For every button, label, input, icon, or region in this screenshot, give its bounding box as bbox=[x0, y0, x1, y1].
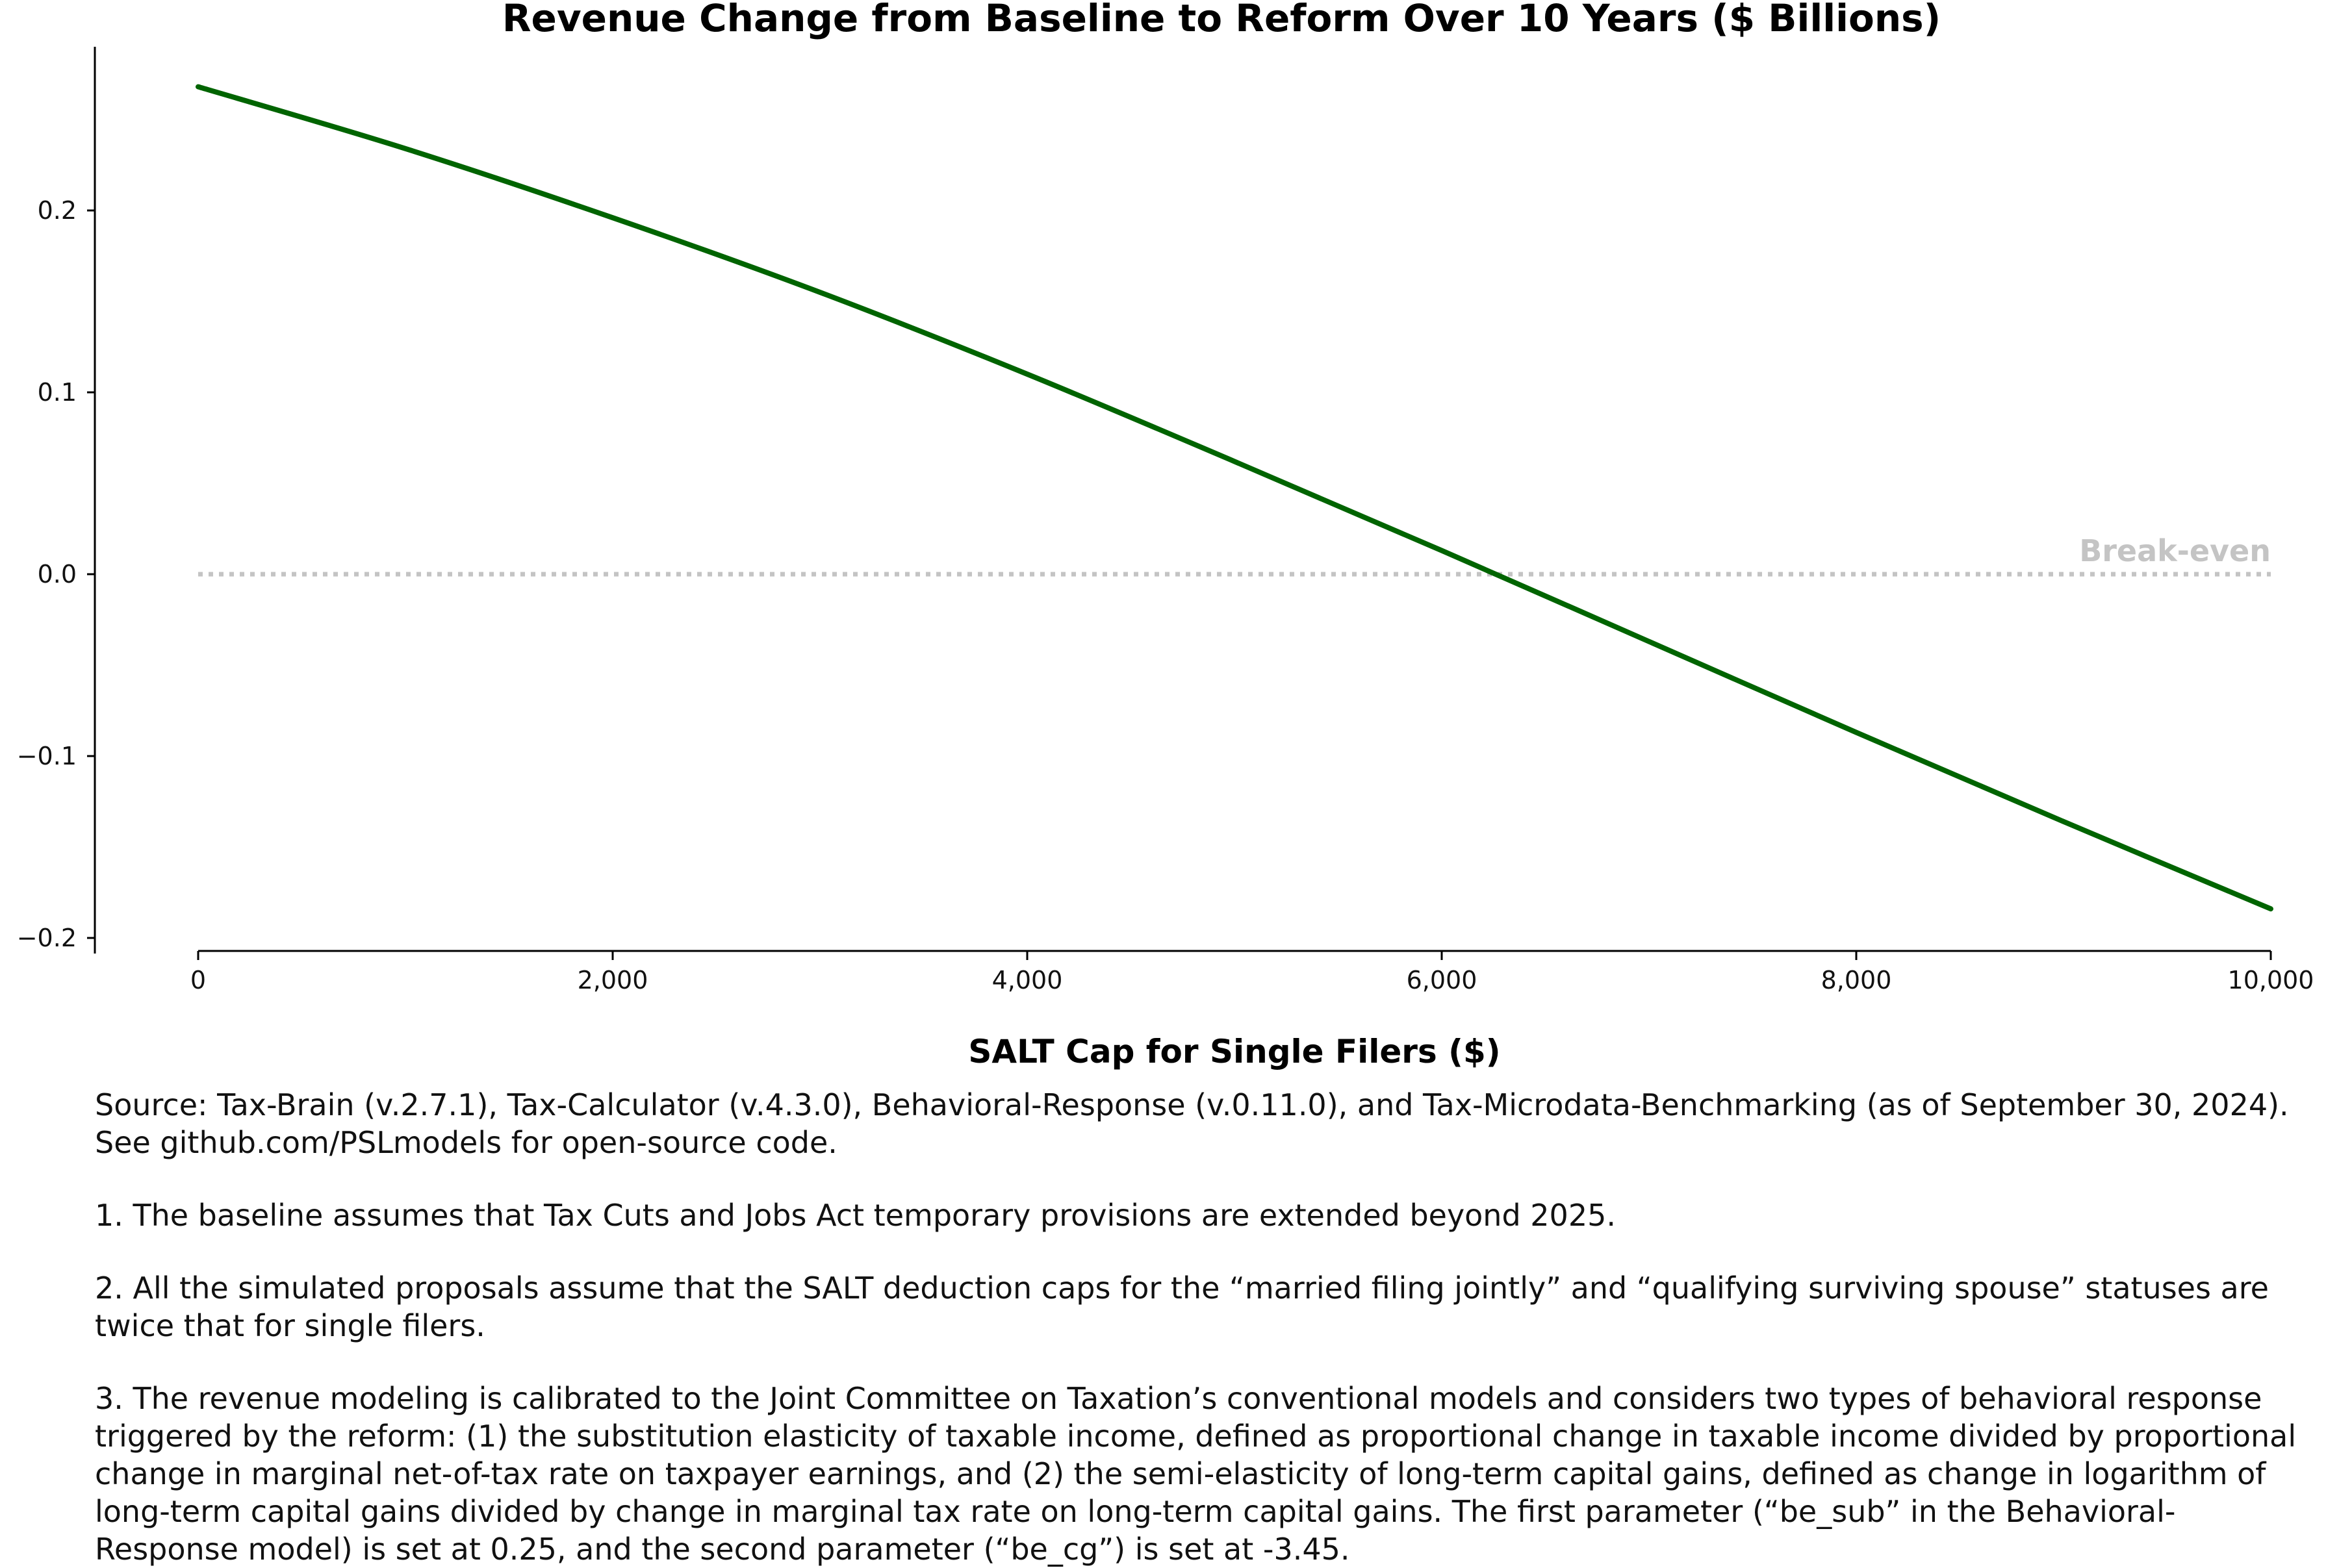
x-tick-label: 4,000 bbox=[992, 966, 1063, 994]
revenue-chart: Revenue Change from Baseline to Reform O… bbox=[17, 0, 2314, 1070]
series-line bbox=[196, 84, 2273, 912]
x-axis-label: SALT Cap for Single Filers ($) bbox=[968, 1033, 1500, 1070]
x-ticks: 0 2,000 4,000 6,000 8,000 10,000 bbox=[190, 951, 2314, 994]
x-tick-label: 2,000 bbox=[578, 966, 648, 994]
y-tick-label: 0.0 bbox=[38, 560, 77, 588]
x-tick-label: 8,000 bbox=[1821, 966, 1892, 994]
footnote-1: 1. The baseline assumes that Tax Cuts an… bbox=[95, 1198, 1616, 1233]
x-tick-label: 0 bbox=[190, 966, 206, 994]
y-tick-label: 0.2 bbox=[38, 196, 77, 225]
source-note: Source: Tax-Brain (v.2.7.1), Tax-Calcula… bbox=[95, 1087, 2289, 1160]
y-tick-label: 0.1 bbox=[38, 378, 77, 407]
break-even-label: Break-even bbox=[2079, 533, 2271, 568]
y-tick-label: −0.1 bbox=[17, 742, 77, 770]
y-tick-label: −0.2 bbox=[17, 924, 77, 952]
footnotes: Source: Tax-Brain (v.2.7.1), Tax-Calcula… bbox=[95, 1086, 2317, 1568]
footnote-3: 3. The revenue modeling is calibrated to… bbox=[95, 1381, 2297, 1567]
chart-title: Revenue Change from Baseline to Reform O… bbox=[502, 0, 1941, 40]
x-tick-label: 10,000 bbox=[2228, 966, 2314, 994]
footnote-2: 2. All the simulated proposals assume th… bbox=[95, 1271, 2269, 1343]
x-tick-label: 6,000 bbox=[1407, 966, 1477, 994]
y-ticks: 0.2 0.1 0.0 −0.1 −0.2 bbox=[17, 196, 95, 952]
